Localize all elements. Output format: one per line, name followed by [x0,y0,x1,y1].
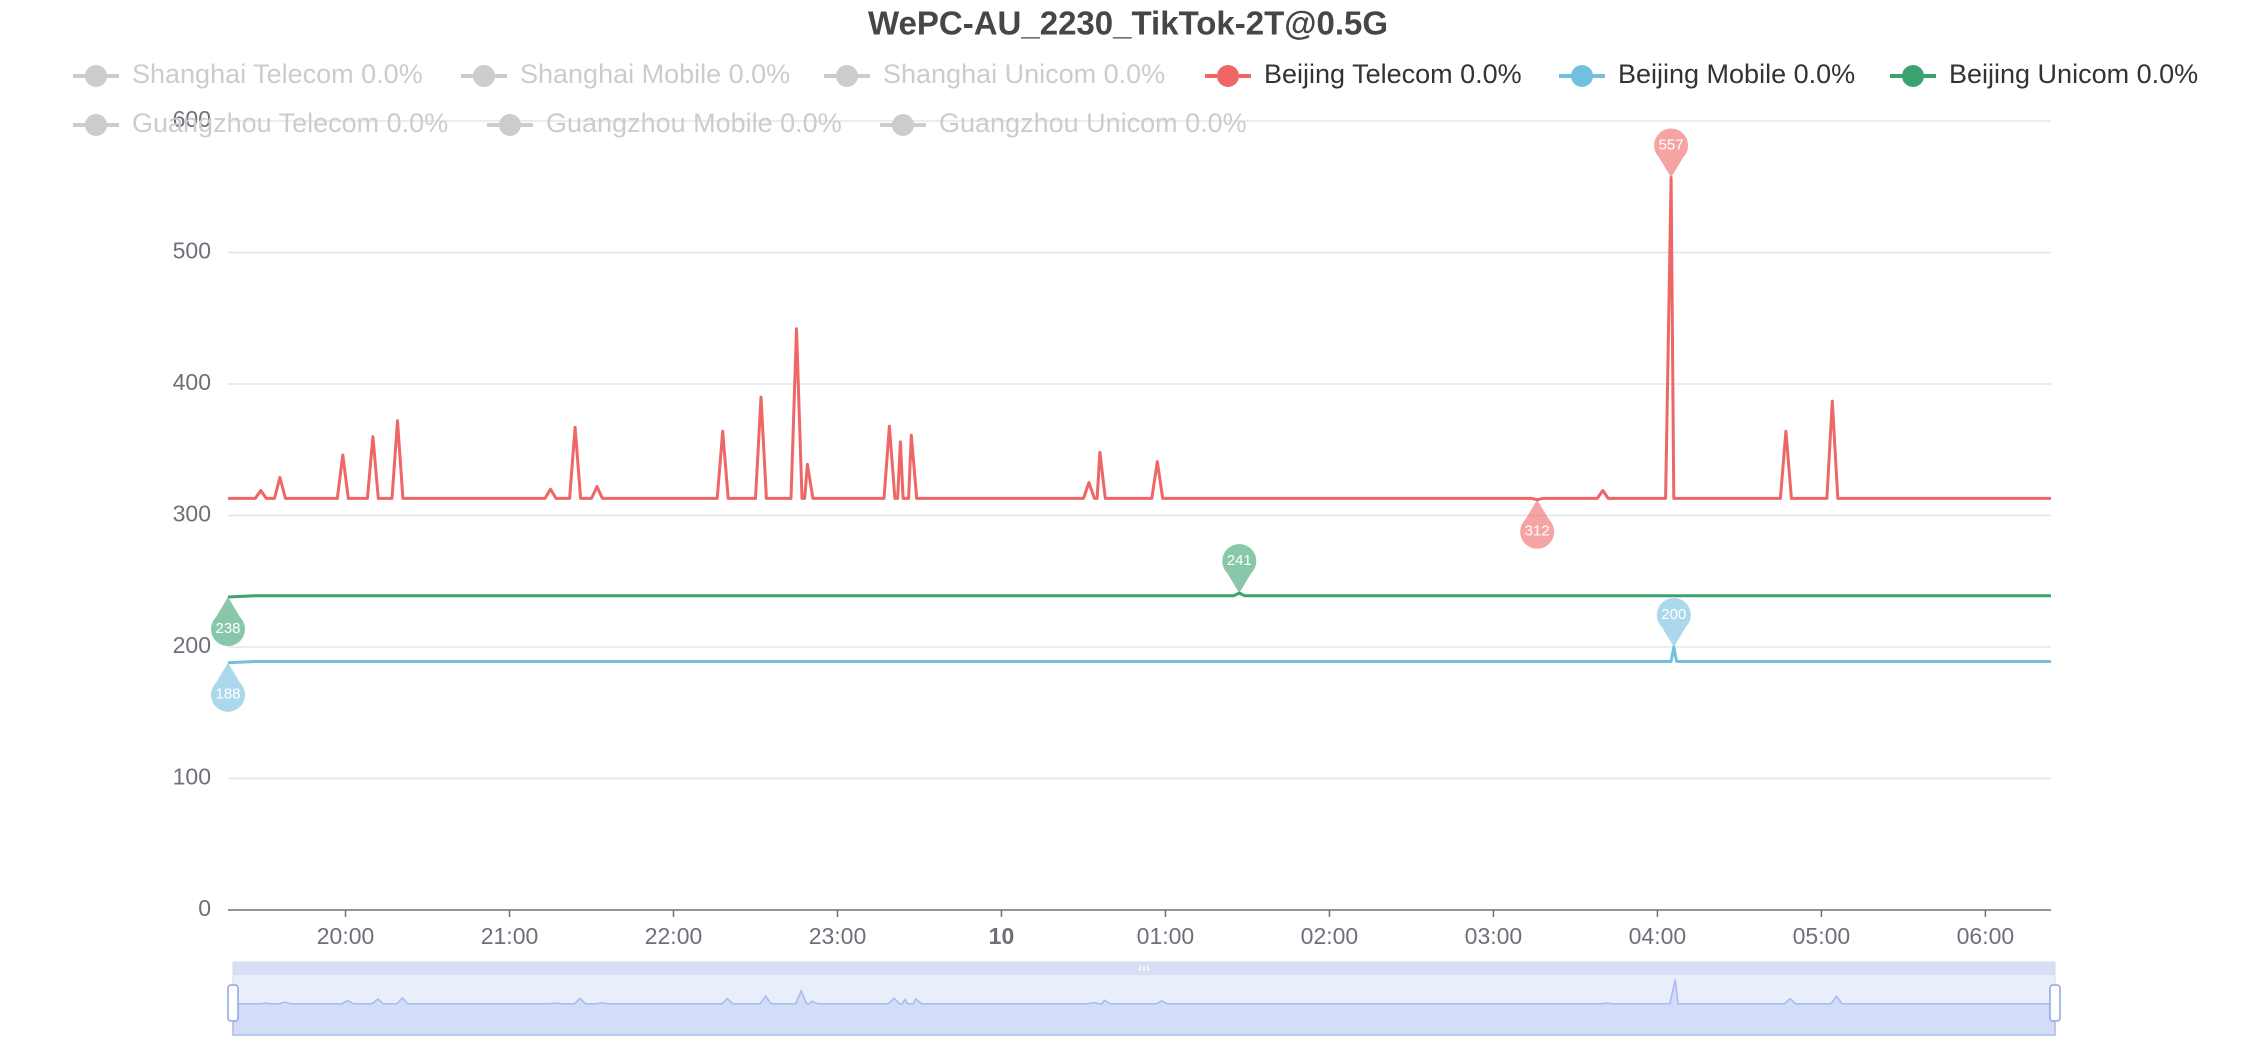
x-tick-label: 02:00 [1301,923,1359,949]
pin-label: 200 [1661,606,1686,623]
legend-item[interactable]: Beijing Telecom 0.0% [1205,59,1522,89]
legend-marker [1571,65,1593,87]
legend-label: Beijing Unicom 0.0% [1949,59,2198,89]
y-tick-label: 100 [173,764,211,790]
x-tick-label: 20:00 [317,923,375,949]
x-tick-label: 03:00 [1465,923,1523,949]
pin [1222,544,1257,594]
x-tick-label: 22:00 [645,923,703,949]
legend-item[interactable]: Beijing Unicom 0.0% [1890,59,2198,89]
mark-point: 557 [1654,128,1689,178]
pin-label: 188 [215,686,240,703]
legend-label: Beijing Mobile 0.0% [1618,59,1855,89]
legend-item[interactable]: Shanghai Telecom 0.0% [73,59,423,89]
legend-marker [1902,65,1924,87]
y-tick-label: 400 [173,369,211,395]
x-tick-label: 21:00 [481,923,539,949]
pin-label: 241 [1227,552,1252,569]
zoom-handle[interactable] [2049,984,2061,1022]
legend-label: Beijing Telecom 0.0% [1264,59,1522,89]
mark-point: 238 [211,597,245,647]
series-line [227,645,2051,665]
x-tick-label: 04:00 [1629,923,1687,949]
zoom-preview [232,979,2056,1036]
pin-label: 557 [1659,137,1684,154]
legend-marker [836,65,858,87]
legend-item[interactable]: Shanghai Mobile 0.0% [461,59,790,89]
pin [1520,499,1555,549]
pin-label: 312 [1525,523,1550,540]
series-line [227,591,2051,599]
legend-item[interactable]: Shanghai Unicom 0.0% [824,59,1165,89]
y-tick-label: 300 [173,501,211,527]
mark-point: 188 [211,662,245,712]
pin [211,597,245,647]
legend-label: Shanghai Mobile 0.0% [520,59,790,89]
x-tick-label: 01:00 [1137,923,1195,949]
legend-marker [892,114,914,136]
legend-label: Guangzhou Telecom 0.0% [132,108,448,138]
y-tick-label: 0 [198,895,211,921]
zoom-handle[interactable] [227,984,239,1022]
pin [1656,597,1691,647]
mark-point: 241 [1222,544,1257,594]
y-tick-label: 200 [173,632,211,658]
legend-marker [499,114,521,136]
series-line [228,176,2051,502]
legend-item[interactable]: Guangzhou Unicom 0.0% [880,108,1247,138]
legend-label: Guangzhou Unicom 0.0% [939,108,1247,138]
mark-point: 200 [1656,597,1691,647]
legend-marker [85,114,107,136]
x-tick-label: 10 [989,923,1015,949]
y-tick-label: 500 [173,238,211,264]
legend-marker [473,65,495,87]
x-tick-label: 23:00 [809,923,867,949]
x-tick-label: 05:00 [1793,923,1851,949]
legend-label: Shanghai Unicom 0.0% [883,59,1165,89]
legend-item[interactable]: Guangzhou Telecom 0.0% [73,108,448,138]
legend-item[interactable]: Beijing Mobile 0.0% [1559,59,1855,89]
legend-label: Guangzhou Mobile 0.0% [546,108,842,138]
chart-title: WePC-AU_2230_TikTok-2T@0.5G [868,5,1388,42]
legend-marker [85,65,107,87]
pin-label: 238 [215,620,240,637]
legend-label: Shanghai Telecom 0.0% [132,59,423,89]
legend-item[interactable]: Guangzhou Mobile 0.0% [487,108,842,138]
legend-marker [1217,65,1239,87]
mark-point: 312 [1520,499,1555,549]
x-tick-label: 06:00 [1957,923,2015,949]
y-tick-label: 600 [173,106,211,132]
pin [1654,128,1689,178]
pin [211,662,245,712]
